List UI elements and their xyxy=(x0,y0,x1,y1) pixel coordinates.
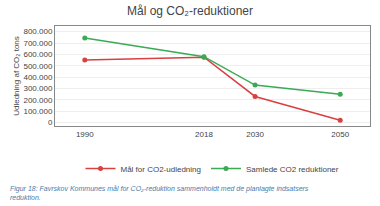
svg-text:700.000: 700.000 xyxy=(23,39,52,48)
svg-text:2030: 2030 xyxy=(246,130,264,139)
svg-text:1990: 1990 xyxy=(76,130,94,139)
svg-text:Mål for CO2-udledning: Mål for CO2-udledning xyxy=(121,165,201,174)
svg-text:100.000: 100.000 xyxy=(23,107,52,116)
svg-text:Figur 18: Favrskov Kommunes må: Figur 18: Favrskov Kommunes mål for CO₂-… xyxy=(10,185,309,201)
svg-text:300.000: 300.000 xyxy=(23,84,52,93)
svg-text:Udledning af CO₂ tons: Udledning af CO₂ tons xyxy=(12,36,21,116)
svg-text:2018: 2018 xyxy=(195,130,213,139)
svg-text:0: 0 xyxy=(48,118,53,127)
svg-text:500.000: 500.000 xyxy=(23,62,52,71)
svg-text:Samlede CO2 reduktioner: Samlede CO2 reduktioner xyxy=(246,165,339,174)
svg-text:2050: 2050 xyxy=(331,130,349,139)
svg-text:400.000: 400.000 xyxy=(23,73,52,82)
svg-text:Mål og CO₂-reduktioner: Mål og CO₂-reduktioner xyxy=(127,4,253,18)
svg-text:200.000: 200.000 xyxy=(23,96,52,105)
svg-text:600.000: 600.000 xyxy=(23,50,52,59)
svg-text:800.000: 800.000 xyxy=(23,27,52,36)
